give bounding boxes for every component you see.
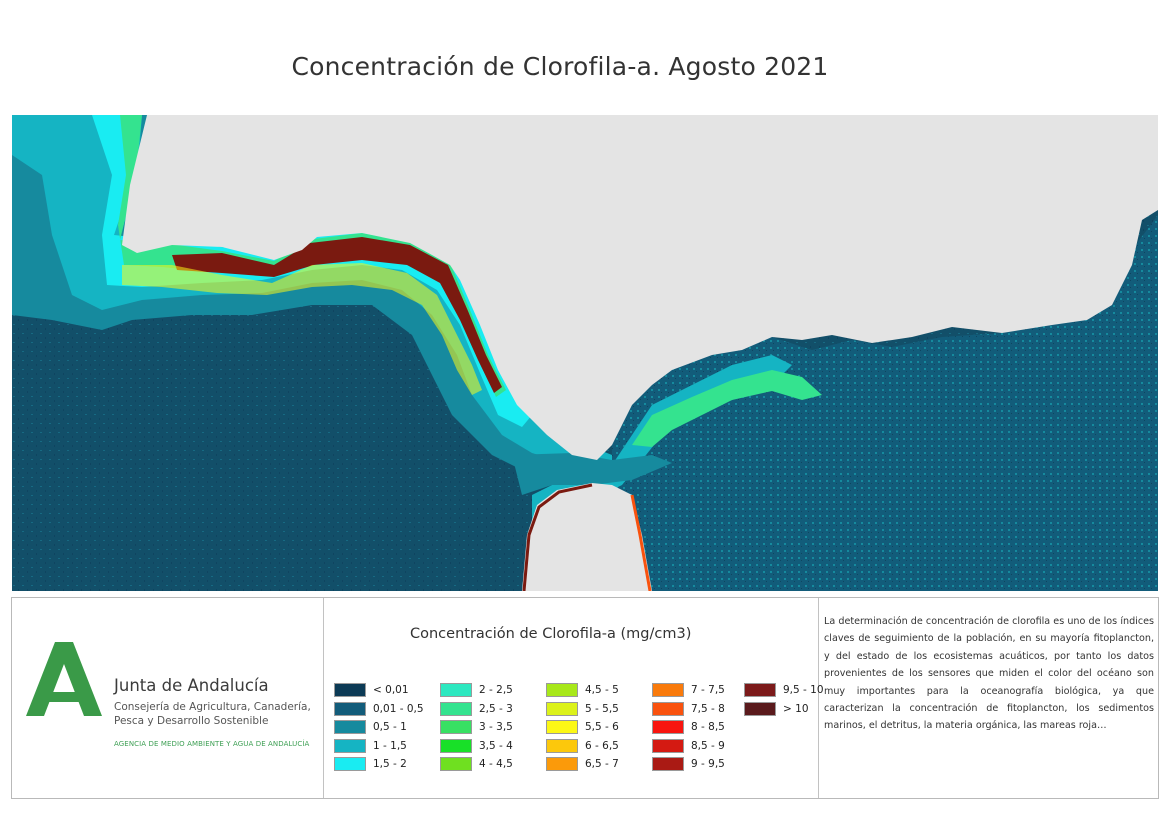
legend-title: Concentración de Clorofila-a (mg/cm3): [410, 626, 692, 642]
legend-item: 2,5 - 3: [440, 701, 513, 717]
gibraltar-channel: [512, 453, 672, 495]
legend-swatch: [546, 720, 578, 734]
legend-item: 3 - 3,5: [440, 719, 513, 735]
legend-swatch: [440, 683, 472, 697]
legend-label: 2 - 2,5: [479, 684, 513, 696]
legend-label: < 0,01: [373, 684, 409, 696]
spain-land: [122, 115, 1158, 460]
legend-label: 4,5 - 5: [585, 684, 619, 696]
org-agency: AGENCIA DE MEDIO AMBIENTE Y AGUA DE ANDA…: [114, 740, 310, 748]
legend-swatch: [744, 683, 776, 697]
legend-label: 2,5 - 3: [479, 702, 513, 715]
junta-andalucia-logo-icon: [26, 642, 102, 716]
legend-label: 6,5 - 7: [585, 758, 619, 770]
legend-label: 9 - 9,5: [691, 758, 725, 770]
coast-yellow: [122, 263, 482, 395]
legend-item: 4 - 4,5: [440, 756, 513, 772]
legend-swatch: [440, 738, 472, 753]
legend-swatch: [652, 720, 684, 734]
legend-label: 8 - 8,5: [691, 721, 725, 733]
legend-swatch: [652, 701, 684, 716]
legend-swatch: [546, 701, 578, 716]
legend: < 0,01 0,01 - 0,5 0,5 - 1 1 - 1,5 1,5 - 2 2 -…: [334, 682, 834, 782]
panel-divider-1: [323, 598, 324, 798]
legend-swatch: [440, 720, 472, 734]
org-name: Junta de Andalucía: [114, 676, 269, 695]
legend-item: 2 - 2,5: [440, 682, 513, 698]
legend-item: < 0,01: [334, 682, 409, 698]
morocco-east-edge: [630, 494, 652, 591]
legend-swatch: [744, 701, 776, 716]
legend-label: 4 - 4,5: [479, 758, 513, 770]
legend-item: 1,5 - 2: [334, 756, 407, 772]
legend-swatch: [652, 757, 684, 771]
shelf-light: [12, 115, 612, 485]
legend-item: 6,5 - 7: [546, 756, 619, 772]
legend-label: 7 - 7,5: [691, 684, 725, 696]
shelf-cyan: [12, 115, 612, 467]
legend-swatch: [546, 683, 578, 697]
legend-swatch: [334, 720, 366, 734]
description-text: La determinación de concentración de clo…: [824, 616, 1154, 732]
legend-label: 6 - 6,5: [585, 739, 619, 752]
legend-label: 0,01 - 0,5: [373, 702, 424, 715]
legend-swatch: [334, 701, 366, 716]
legend-item: 5 - 5,5: [546, 701, 619, 717]
morocco-coast-edge: [522, 483, 593, 591]
legend-label: 1 - 1,5: [373, 739, 407, 752]
legend-item: 5,5 - 6: [546, 719, 619, 735]
morocco-land: [522, 483, 652, 591]
chlorophyll-map: [12, 115, 1158, 591]
legend-item: 8 - 8,5: [652, 719, 725, 735]
legend-item: 0,5 - 1: [334, 719, 407, 735]
org-department: Consejería de Agricultura, Canadería, Pe…: [114, 701, 311, 727]
legend-item: 7,5 - 8: [652, 701, 725, 717]
legend-item: 4,5 - 5: [546, 682, 619, 698]
legend-label: > 10: [783, 702, 809, 715]
legend-label: 5 - 5,5: [585, 702, 619, 715]
panel-divider-2: [818, 598, 819, 798]
legend-swatch: [546, 757, 578, 771]
south-green: [632, 370, 822, 447]
map-title: Concentración de Clorofila-a. Agosto 202…: [291, 52, 829, 81]
legend-item: 9,5 - 10: [744, 682, 824, 698]
legend-swatch: [334, 738, 366, 753]
legend-label: 1,5 - 2: [373, 758, 407, 770]
legend-item: 7 - 7,5: [652, 682, 725, 698]
legend-label: 9,5 - 10: [783, 684, 824, 696]
legend-label: 8,5 - 9: [691, 739, 725, 752]
info-panel: Junta de Andalucía Consejería de Agricul…: [11, 597, 1159, 799]
legend-swatch: [440, 757, 472, 771]
legend-label: 3 - 3,5: [479, 721, 513, 733]
legend-item: 1 - 1,5: [334, 738, 407, 754]
legend-swatch: [334, 757, 366, 771]
alboran-sea: [612, 215, 1158, 591]
legend-item: 6 - 6,5: [546, 738, 619, 754]
legend-swatch: [334, 683, 366, 697]
legend-swatch: [652, 738, 684, 753]
legend-label: 7,5 - 8: [691, 702, 725, 715]
legend-label: 5,5 - 6: [585, 721, 619, 733]
legend-label: 0,5 - 1: [373, 721, 407, 733]
legend-swatch: [652, 683, 684, 697]
legend-swatch: [440, 701, 472, 716]
legend-item: 8,5 - 9: [652, 738, 725, 754]
legend-label: 3,5 - 4: [479, 739, 513, 752]
legend-swatch: [546, 738, 578, 753]
legend-item: 3,5 - 4: [440, 738, 513, 754]
legend-item: 9 - 9,5: [652, 756, 725, 772]
legend-item: 0,01 - 0,5: [334, 701, 424, 717]
legend-item: > 10: [744, 701, 809, 717]
